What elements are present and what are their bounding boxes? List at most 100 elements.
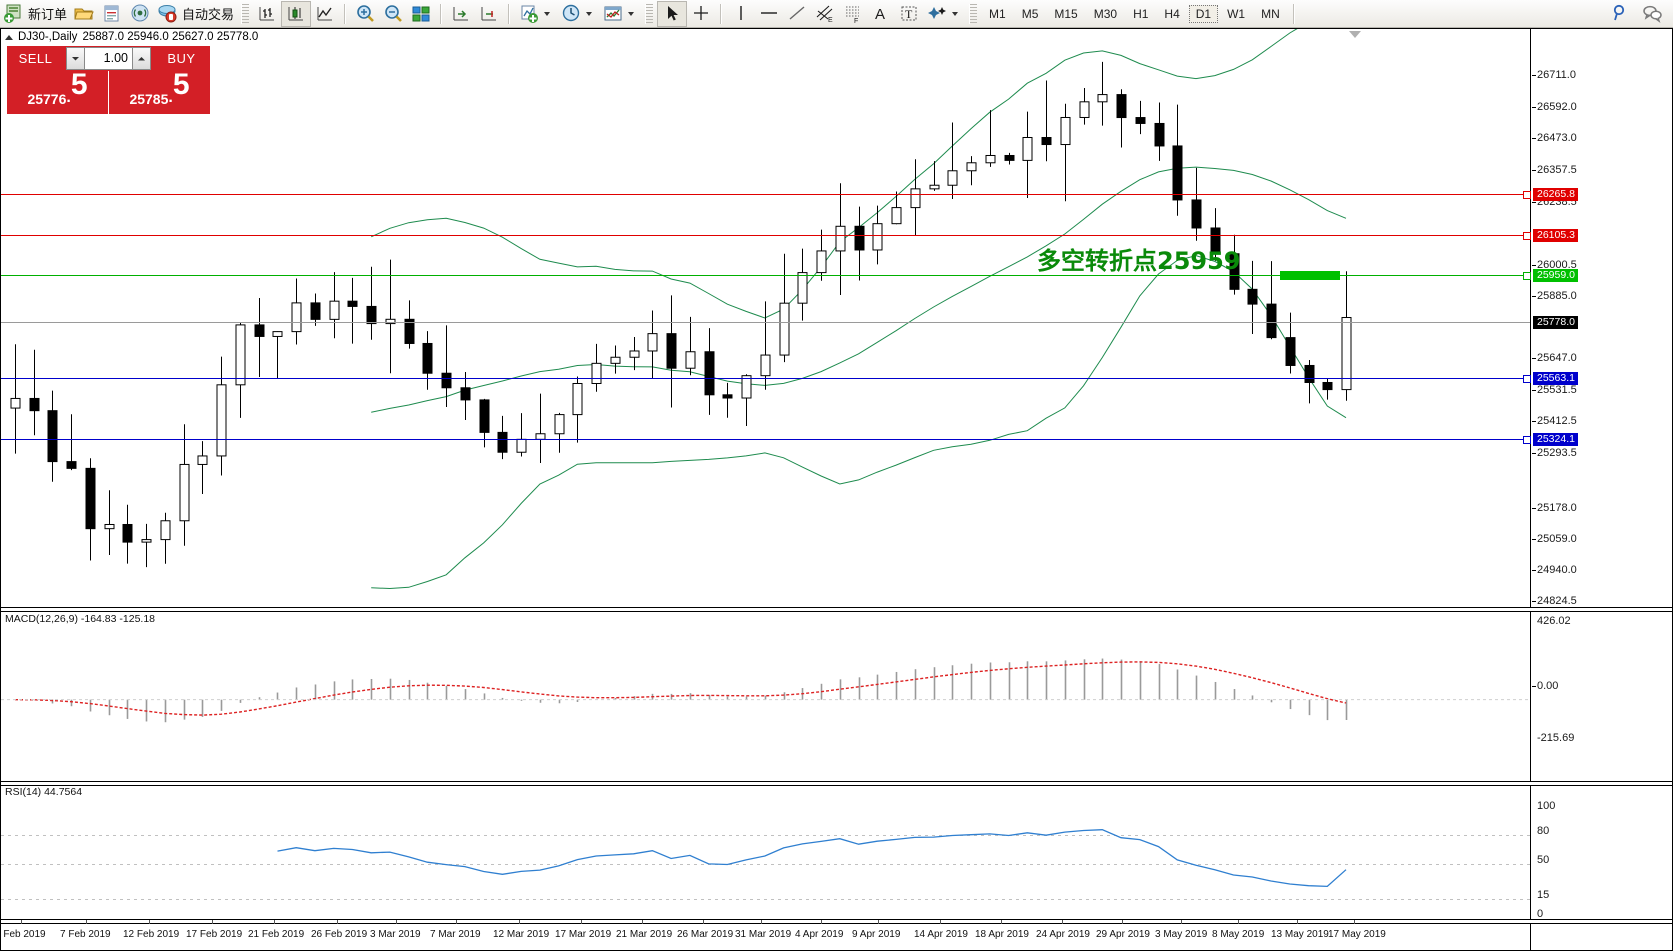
- crosshair-button[interactable]: [687, 2, 715, 26]
- objects-dropdown-caret[interactable]: [952, 11, 959, 16]
- search-icon[interactable]: [1609, 3, 1631, 24]
- sell-price-button[interactable]: 25776 . 5: [7, 70, 108, 114]
- price-chart-canvas[interactable]: [1, 29, 1530, 607]
- price-tick-label: 26357.5: [1532, 164, 1577, 176]
- timeframe-m30[interactable]: M30: [1093, 6, 1118, 21]
- vline-button[interactable]: [727, 2, 755, 26]
- zoom-out-button[interactable]: [379, 2, 407, 26]
- text-label-button[interactable]: A: [867, 2, 895, 26]
- period-button[interactable]: [557, 2, 599, 26]
- candlestick-chart-button[interactable]: [281, 0, 312, 27]
- hline-button[interactable]: [755, 2, 783, 26]
- candle: [235, 323, 246, 418]
- candle: [516, 413, 527, 457]
- price-tag-resistance[interactable]: 26265.8: [1533, 188, 1578, 201]
- date-tick-label: 26 Mar 2019: [677, 929, 734, 940]
- date-tick-label: 3 Feb 2019: [0, 929, 46, 940]
- trendline-button[interactable]: [783, 2, 811, 26]
- svg-text:F: F: [854, 18, 858, 24]
- line-chart-button[interactable]: [311, 2, 339, 26]
- chart-window[interactable]: DJ30-,Daily 25887.0 25946.0 25627.0 2577…: [0, 28, 1673, 951]
- candle: [835, 183, 846, 295]
- volume-input[interactable]: 1.00: [85, 47, 132, 70]
- new-order-button[interactable]: 新订单: [0, 2, 70, 26]
- equidistant-channel-button[interactable]: E: [811, 2, 839, 26]
- toolbar-grip[interactable]: [241, 3, 250, 24]
- tile-windows-button[interactable]: [407, 2, 435, 26]
- price-tag-last-price[interactable]: 25778.0: [1533, 316, 1578, 329]
- price-tag-support[interactable]: 25324.1: [1533, 433, 1578, 446]
- svg-text:A: A: [875, 6, 885, 23]
- buy-price-button[interactable]: 25785 . 5: [109, 70, 210, 114]
- level-line-26105[interactable]: [1, 232, 1531, 240]
- volume-increase-button[interactable]: [132, 47, 151, 70]
- objects-button[interactable]: [923, 2, 965, 26]
- sell-label[interactable]: SELL: [7, 46, 64, 71]
- date-axis-separator: [1, 919, 1672, 924]
- autotrading-button[interactable]: 自动交易: [154, 2, 237, 26]
- templates-dropdown-caret[interactable]: [628, 11, 635, 16]
- chat-icon[interactable]: [1641, 3, 1663, 24]
- price-tag-support[interactable]: 25563.1: [1533, 372, 1578, 385]
- timeframe-d1[interactable]: D1: [1188, 4, 1219, 23]
- price-tag-pivot[interactable]: 25959.0: [1533, 269, 1578, 282]
- bar-chart-button[interactable]: [253, 2, 281, 26]
- one-click-trading-panel[interactable]: SELL 1.00 BUY 25776 . 5: [7, 46, 210, 114]
- period-dropdown-caret[interactable]: [586, 11, 593, 16]
- rsi-chart-canvas[interactable]: [1, 784, 1530, 919]
- buy-label[interactable]: BUY: [153, 46, 210, 71]
- buy-price-dot: .: [168, 89, 173, 106]
- volume-decrease-button[interactable]: [66, 47, 85, 70]
- timeframe-m15[interactable]: M15: [1054, 6, 1078, 21]
- timeframe-mn[interactable]: MN: [1261, 6, 1280, 21]
- auto-scroll-button[interactable]: [475, 2, 503, 26]
- candle: [1266, 261, 1277, 340]
- shift-end-button[interactable]: [447, 2, 475, 26]
- candle: [704, 328, 715, 415]
- price-tag-resistance[interactable]: 26105.3: [1533, 229, 1578, 242]
- print-preview-button[interactable]: [98, 2, 126, 26]
- volume-stepper[interactable]: 1.00: [64, 46, 153, 71]
- macd-pane-separator[interactable]: [1, 607, 1672, 612]
- timeframe-h4[interactable]: H4: [1164, 6, 1180, 21]
- toolbar-separator-2: [440, 3, 443, 24]
- signal-button[interactable]: [126, 2, 154, 26]
- templates-button[interactable]: [599, 2, 641, 26]
- date-tick: [456, 920, 457, 924]
- level-line-25324[interactable]: [1, 436, 1531, 444]
- indicators-dropdown-caret[interactable]: [544, 11, 551, 16]
- candle: [1135, 100, 1146, 135]
- level-line-25563[interactable]: [1, 375, 1531, 383]
- level-line-26265[interactable]: [1, 191, 1531, 199]
- toolbar-grip-3[interactable]: [969, 3, 978, 24]
- candle: [29, 349, 40, 436]
- rsi-pane-separator[interactable]: [1, 781, 1672, 786]
- text-object-button[interactable]: T: [895, 2, 923, 26]
- timeframe-m1[interactable]: M1: [989, 6, 1006, 21]
- toolbar-right-group: [1609, 3, 1673, 24]
- folder-button[interactable]: [70, 2, 98, 26]
- date-tick: [519, 920, 520, 924]
- collapse-triangle-icon[interactable]: [5, 34, 13, 40]
- price-tick-label: 25647.0: [1532, 352, 1577, 364]
- fibonacci-icon: F: [842, 3, 864, 24]
- cursor-button[interactable]: [657, 0, 688, 27]
- fibonacci-button[interactable]: F: [839, 2, 867, 26]
- cursor-icon: [661, 3, 683, 24]
- candle: [141, 523, 152, 568]
- candle: [160, 512, 171, 564]
- zoom-in-button[interactable]: [351, 2, 379, 26]
- chart-annotation-text[interactable]: 多空转折点25959: [1037, 247, 1241, 275]
- auto-scroll-icon: [478, 3, 500, 24]
- timeframe-m5[interactable]: M5: [1021, 6, 1039, 21]
- timeframe-h1[interactable]: H1: [1133, 6, 1149, 21]
- timeframe-w1[interactable]: W1: [1227, 6, 1246, 21]
- level-line-25959[interactable]: [1, 272, 1531, 280]
- pivot-highlight-box[interactable]: [1280, 271, 1340, 280]
- toolbar-grip-2[interactable]: [645, 3, 654, 24]
- indicators-button[interactable]: [515, 2, 557, 26]
- date-tick: [337, 920, 338, 924]
- macd-chart-canvas[interactable]: [1, 612, 1530, 780]
- toolbar-separator: [344, 3, 347, 24]
- date-tick: [212, 920, 213, 924]
